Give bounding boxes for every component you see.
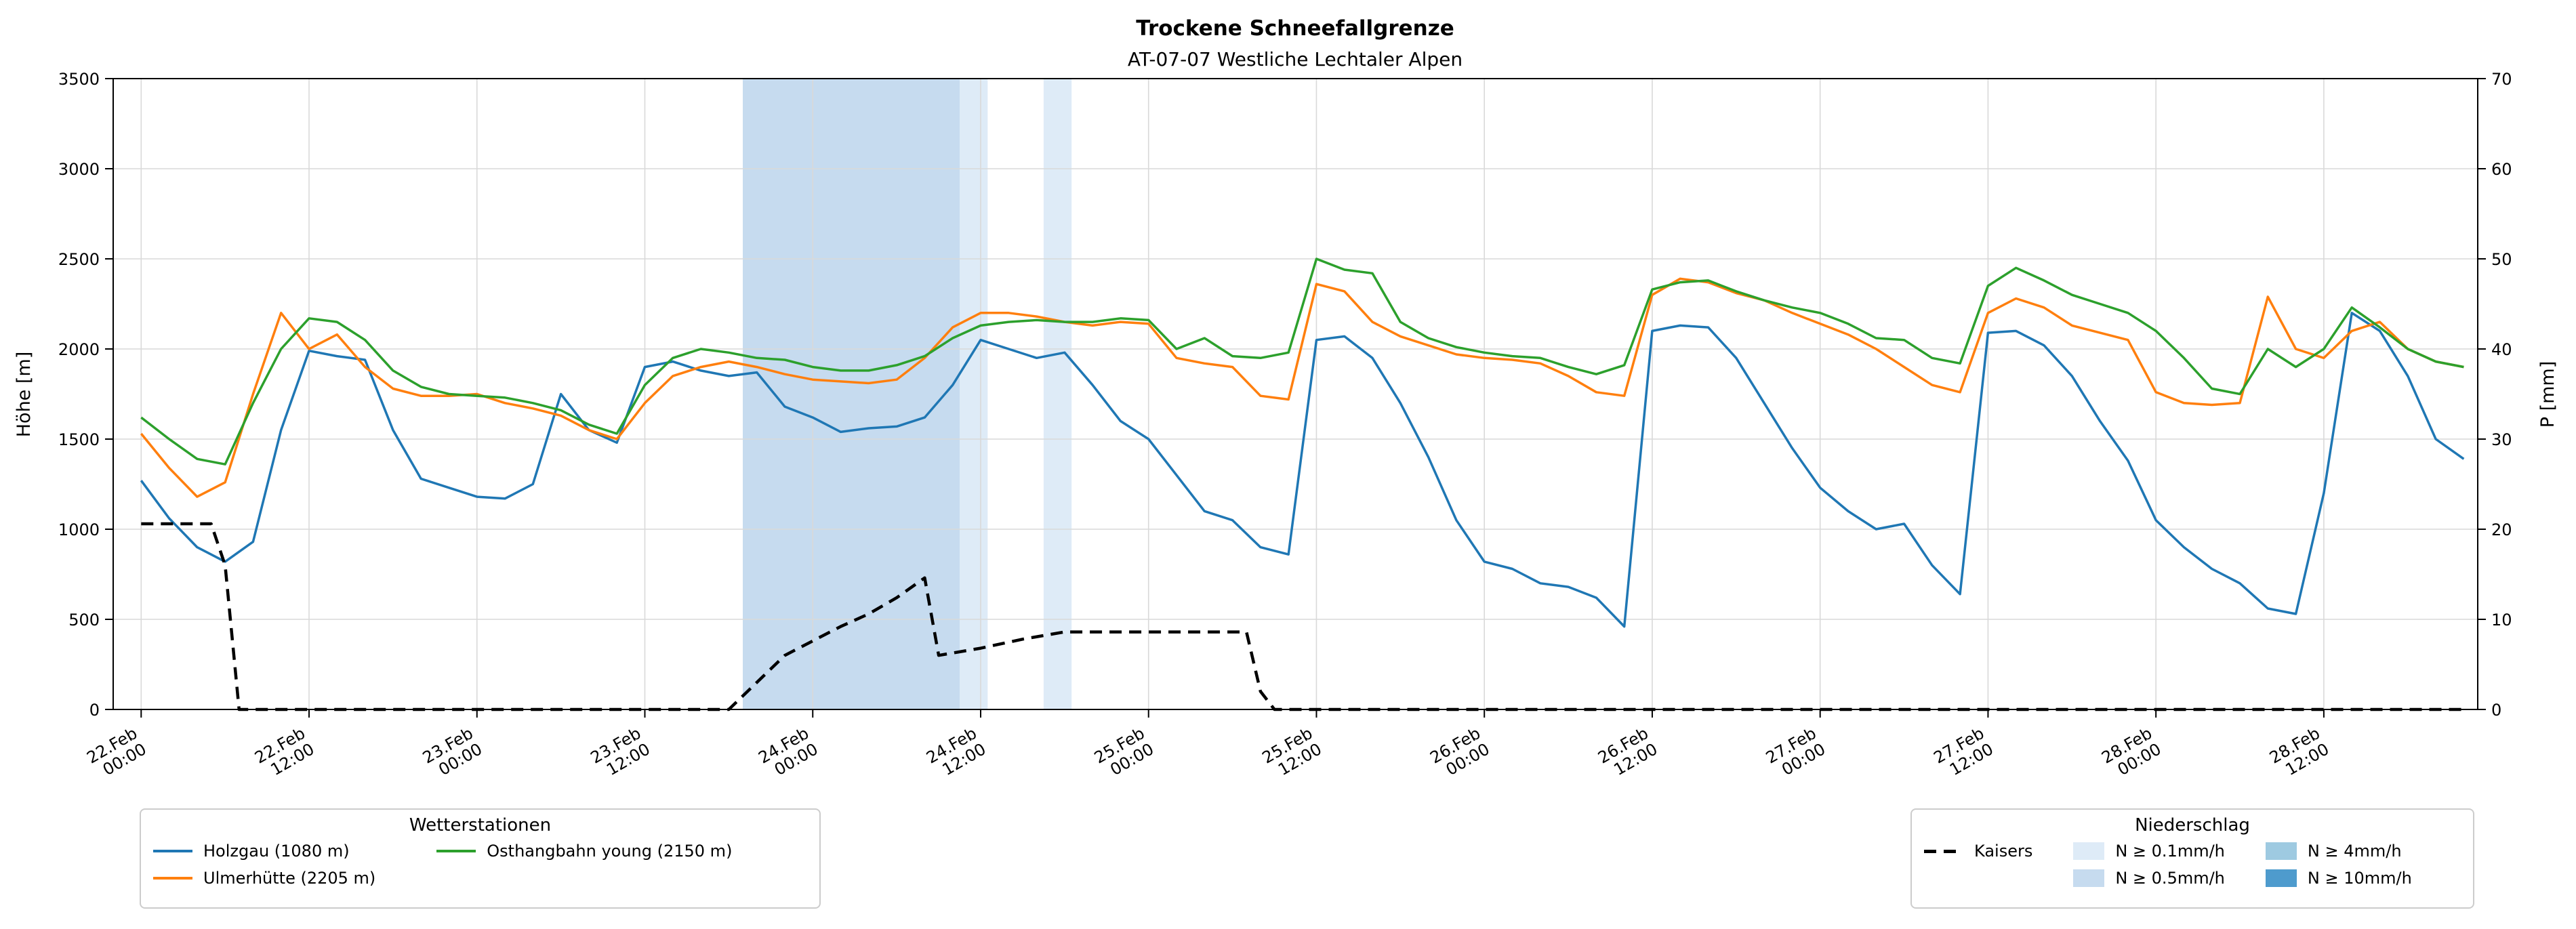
legend-niederschlag-item: N ≥ 4mm/h [2265, 841, 2412, 861]
legend-wetterstationen-item: Ulmerhütte (2205 m) [153, 868, 375, 888]
legend-wetterstationen-item: Osthangbahn young (2150 m) [436, 841, 732, 861]
legend-niederschlag-item-label: N ≥ 4mm/h [2307, 842, 2402, 861]
legend-niederschlag-column: Kaisers [1924, 841, 2032, 861]
precip-band [960, 79, 988, 709]
line-sample-icon [153, 850, 192, 852]
y-tick-label-left: 1500 [58, 430, 100, 449]
legend-niederschlag-column: N ≥ 0.1mm/h N ≥ 0.5mm/h [2073, 841, 2225, 888]
y-axis-label-left: Höhe [m] [14, 352, 35, 438]
x-tick-label: 25.Feb00:00 [1091, 724, 1157, 783]
y-tick-label-right: 50 [2491, 250, 2512, 269]
x-tick-label: 25.Feb12:00 [1259, 724, 1325, 783]
legend-niederschlag-column: N ≥ 4mm/h N ≥ 10mm/h [2265, 841, 2412, 888]
legend-wetterstationen-item: Holzgau (1080 m) [153, 841, 375, 861]
dashed-line-sample-icon [1924, 849, 1963, 853]
y-tick-label-right: 0 [2491, 701, 2501, 720]
chart-title: Trockene Schneefallgrenze [1136, 16, 1454, 41]
legend-niederschlag-item-label: Kaisers [1974, 842, 2033, 861]
series-lines [140, 257, 2465, 711]
legend-wetterstationen-item-label: Holzgau (1080 m) [203, 842, 350, 861]
precip-bands [743, 79, 1072, 709]
legend-niederschlag: Niederschlag Kaisers N ≥ 0.1mm/h N ≥ 0.5mm… [1910, 808, 2474, 909]
chart-subtitle: AT-07-07 Westliche Lechtaler Alpen [1128, 48, 1463, 70]
x-tick-label: 24.Feb00:00 [755, 724, 821, 783]
legend-niederschlag-item: N ≥ 0.5mm/h [2073, 868, 2225, 888]
patch-sample-icon [2265, 842, 2297, 860]
legend-wetterstationen: Wetterstationen Holzgau (1080 m) Ulmerhüt… [140, 808, 821, 909]
x-tick-label: 26.Feb00:00 [1427, 724, 1492, 783]
legend-wetterstationen-item-label: Ulmerhütte (2205 m) [203, 869, 376, 888]
x-tick-label: 23.Feb00:00 [420, 724, 485, 783]
y-tick-label-left: 0 [89, 701, 100, 720]
x-tick-label: 24.Feb12:00 [923, 724, 989, 783]
x-tick-label: 28.Feb12:00 [2266, 724, 2332, 783]
y-tick-label-right: 10 [2491, 611, 2512, 629]
precip-band [743, 79, 960, 709]
plot-area: 22.Feb00:00 22.Feb12:00 23.Feb00:00 23.Feb1… [58, 70, 2512, 783]
legend-niederschlag-item: Kaisers [1924, 841, 2032, 861]
y-tick-label-right: 60 [2491, 160, 2512, 179]
y-tick-label-left: 3000 [58, 160, 100, 179]
y-tick-label-right: 20 [2491, 520, 2512, 539]
y-tick-label-left: 2000 [58, 340, 100, 359]
line-sample-icon [153, 877, 192, 880]
x-tick-label: 27.Feb12:00 [1931, 724, 1997, 783]
x-tick-label: 28.Feb00:00 [2098, 724, 2164, 783]
x-tick-label: 22.Feb00:00 [83, 724, 149, 783]
line-sample-icon [436, 850, 476, 852]
legend-niederschlag-item-label: N ≥ 0.1mm/h [2115, 842, 2225, 861]
patch-sample-icon [2073, 842, 2105, 860]
series-holzgau-1080-m [140, 312, 2465, 628]
series-ulmerh-tte-2205-m [140, 277, 2464, 498]
precip-band [1043, 79, 1072, 709]
patch-sample-icon [2265, 869, 2297, 887]
legend-niederschlag-items: Kaisers N ≥ 0.1mm/h N ≥ 0.5mm/h N ≥ 4mm/h N … [1924, 841, 2461, 888]
legend-niederschlag-item-label: N ≥ 0.5mm/h [2115, 869, 2225, 888]
series-osthangbahn-young-2150-m [140, 257, 2464, 466]
legend-niederschlag-title: Niederschlag [2135, 815, 2250, 835]
legend-wetterstationen-title: Wetterstationen [409, 815, 552, 835]
legend-wetterstationen-column: Osthangbahn young (2150 m) [436, 841, 732, 861]
y-tick-label-right: 70 [2491, 70, 2512, 89]
y-tick-label-left: 3500 [58, 70, 100, 89]
x-tick-label: 26.Feb12:00 [1595, 724, 1660, 783]
y-tick-label-left: 2500 [58, 250, 100, 269]
patch-sample-icon [2073, 869, 2105, 887]
y-tick-label-right: 40 [2491, 340, 2512, 359]
axis-ticks: 22.Feb00:00 22.Feb12:00 23.Feb00:00 23.Feb1… [58, 70, 2512, 783]
legend-wetterstationen-item-label: Osthangbahn young (2150 m) [487, 842, 733, 861]
x-tick-label: 22.Feb12:00 [251, 724, 317, 783]
y-axis-label-right: P [mm] [2537, 361, 2558, 428]
y-tick-label-right: 30 [2491, 430, 2512, 449]
plot-border [113, 78, 2478, 710]
legend-wetterstationen-items: Holzgau (1080 m) Ulmerhütte (2205 m) Ostha… [153, 841, 807, 888]
y-tick-label-left: 1000 [58, 520, 100, 539]
legend-niederschlag-item-label: N ≥ 10mm/h [2307, 869, 2412, 888]
y-tick-label-left: 500 [68, 611, 100, 629]
legend-niederschlag-item: N ≥ 0.1mm/h [2073, 841, 2225, 861]
legend-niederschlag-item: N ≥ 10mm/h [2265, 868, 2412, 888]
x-tick-label: 23.Feb12:00 [588, 724, 653, 783]
legend-wetterstationen-column: Holzgau (1080 m) Ulmerhütte (2205 m) [153, 841, 375, 888]
x-tick-label: 27.Feb00:00 [1763, 724, 1828, 783]
series-kaisers [141, 522, 2464, 711]
